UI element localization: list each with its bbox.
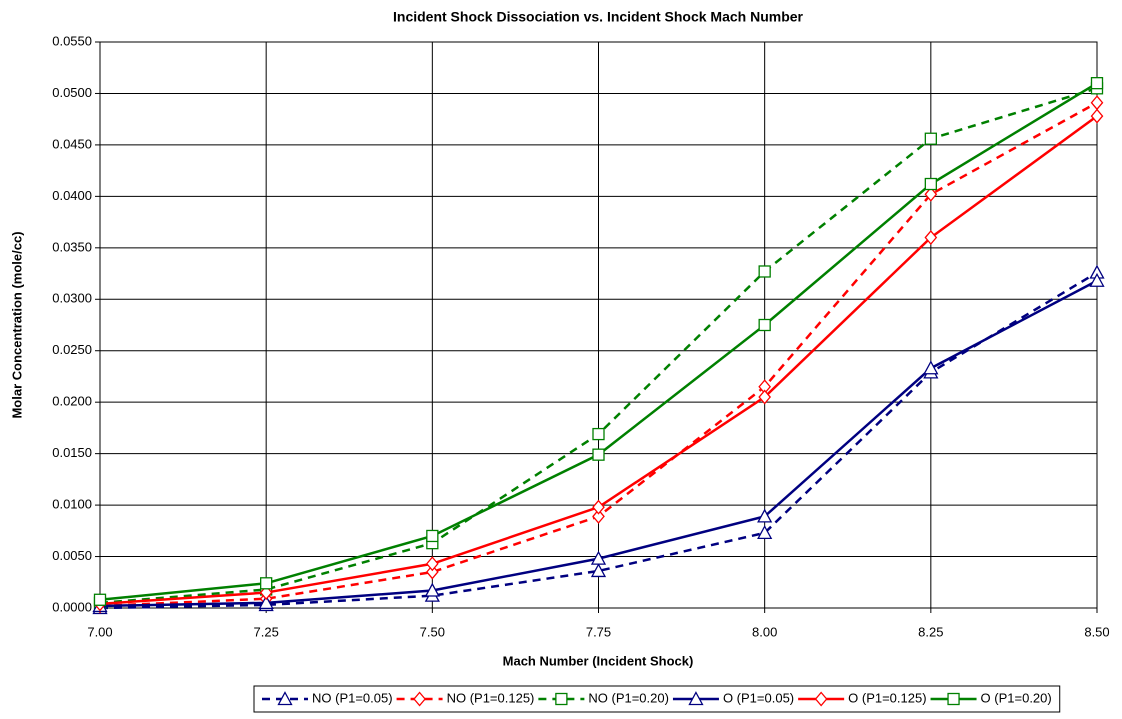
chart-title: Incident Shock Dissociation vs. Incident…	[393, 9, 804, 25]
marker	[555, 692, 568, 706]
legend-item: NO (P1=0.125)	[396, 690, 535, 707]
y-tick-label: 0.0400	[52, 188, 92, 203]
marker	[924, 230, 938, 246]
x-tick-label: 7.50	[420, 624, 445, 639]
marker	[93, 593, 107, 606]
x-tick-label: 7.75	[586, 624, 611, 639]
marker	[592, 448, 605, 461]
x-tick-label: 7.25	[254, 624, 279, 639]
y-tick-label: 0.0000	[52, 599, 92, 614]
marker	[590, 550, 607, 565]
y-tick-label: 0.0200	[52, 394, 92, 409]
legend-label: NO (P1=0.125)	[447, 690, 535, 705]
x-tick-label: 7.00	[87, 624, 112, 639]
legend-item: NO (P1=0.05)	[262, 690, 393, 705]
y-axis-label: Molar Concentration (mole/cc)	[9, 231, 24, 418]
legend-item: O (P1=0.125)	[798, 690, 927, 707]
marker	[758, 389, 772, 405]
marker	[757, 508, 773, 523]
y-tick-label: 0.0550	[52, 33, 92, 48]
legend-item: NO (P1=0.20)	[538, 690, 669, 705]
legend: NO (P1=0.05) NO (P1=0.125) NO (P1=0.20) O (…	[253, 685, 1061, 713]
x-tick-label: 8.50	[1084, 624, 1109, 639]
y-tick-label: 0.0500	[52, 85, 92, 100]
marker	[924, 132, 937, 145]
y-tick-label: 0.0100	[52, 497, 92, 512]
y-tick-label: 0.0300	[52, 291, 92, 306]
y-tick-label: 0.0250	[52, 342, 92, 357]
marker	[260, 577, 273, 590]
marker	[592, 508, 605, 524]
marker	[592, 427, 605, 441]
marker	[425, 564, 439, 580]
marker	[413, 691, 426, 707]
plot-border	[99, 41, 1098, 609]
legend-label: O (P1=0.05)	[723, 690, 794, 705]
marker	[924, 186, 938, 202]
y-tick-label: 0.0150	[52, 445, 92, 460]
marker	[924, 177, 937, 191]
marker	[424, 582, 440, 597]
x-axis-label: Mach Number (Incident Shock)	[503, 653, 694, 668]
marker	[425, 556, 439, 572]
marker	[1089, 272, 1105, 287]
legend-label: O (P1=0.20)	[981, 690, 1052, 705]
marker	[1090, 77, 1104, 90]
marker	[258, 594, 274, 610]
x-tick-label: 8.00	[752, 624, 777, 639]
marker	[1090, 108, 1104, 124]
marker	[923, 360, 939, 375]
marker	[814, 691, 828, 707]
marker	[277, 691, 293, 706]
y-tick-label: 0.0350	[52, 239, 92, 254]
marker	[947, 692, 960, 706]
y-tick-label: 0.0450	[52, 136, 92, 151]
legend-label: O (P1=0.125)	[848, 690, 926, 705]
marker	[758, 265, 771, 278]
y-tick-label: 0.0050	[52, 548, 92, 563]
marker	[592, 499, 605, 515]
marker	[688, 691, 704, 706]
legend-frame	[253, 685, 1061, 713]
marker	[758, 318, 771, 332]
legend-item: O (P1=0.20)	[930, 690, 1052, 706]
marker	[426, 529, 439, 543]
legend-item: O (P1=0.05)	[672, 690, 794, 706]
legend-label: NO (P1=0.20)	[588, 690, 669, 705]
marker	[590, 563, 607, 578]
legend-label: NO (P1=0.05)	[312, 690, 393, 705]
x-tick-label: 8.25	[918, 624, 943, 639]
marker	[757, 525, 773, 540]
